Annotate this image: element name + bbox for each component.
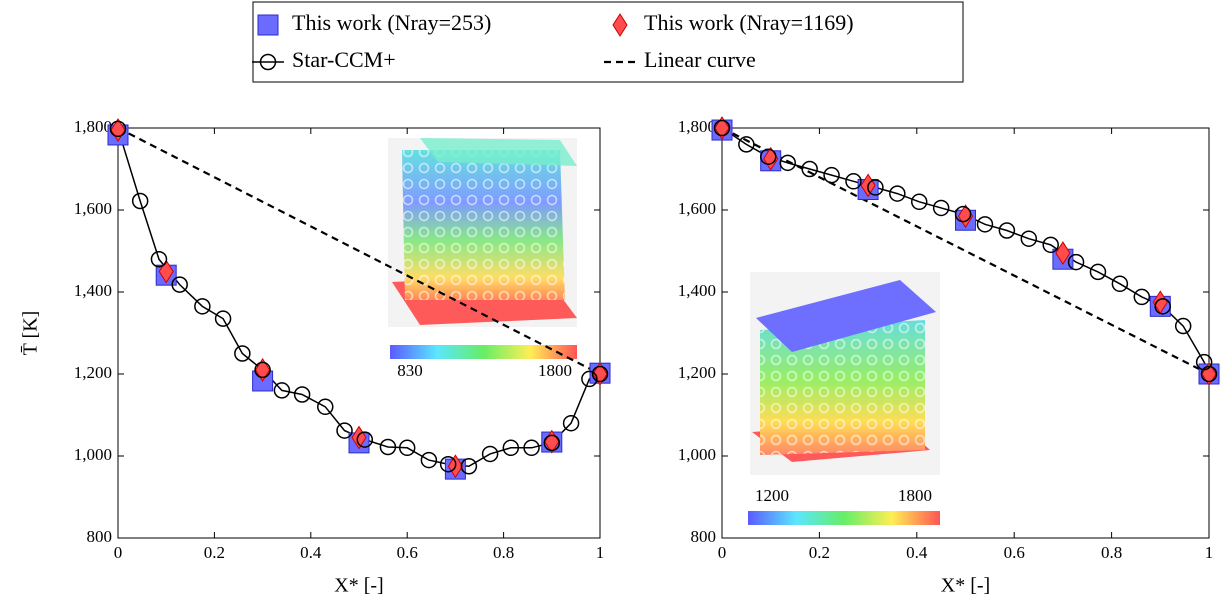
plot-frame — [721, 127, 1210, 539]
circle-marker — [1154, 298, 1171, 315]
y-tick-label: 1,400 — [678, 281, 716, 300]
x-tick-label: 0.2 — [204, 543, 225, 562]
circle-marker — [1020, 230, 1038, 247]
circle-marker — [336, 422, 353, 439]
circle-marker — [398, 439, 416, 457]
x-tick-label: 0.4 — [906, 543, 928, 562]
x-axis-label: X* [-] — [941, 575, 990, 597]
diamond-marker — [1055, 241, 1071, 265]
y-tick-label: 800 — [87, 527, 113, 546]
x-tick-label: 1 — [1205, 543, 1214, 562]
circle-marker — [543, 434, 561, 452]
circle-marker — [234, 345, 251, 362]
plot-frame — [117, 127, 601, 539]
circle-marker — [823, 166, 840, 184]
circle-marker — [1133, 288, 1151, 306]
circle-marker — [779, 154, 796, 172]
diamond-marker — [612, 13, 628, 37]
x-tick-label: 0.4 — [300, 543, 322, 562]
legend-label: Linear curve — [644, 47, 756, 72]
x-axis-label: X* [-] — [334, 575, 383, 597]
circle-marker — [171, 276, 188, 293]
circle-marker — [379, 438, 397, 456]
dashed-line — [721, 127, 1210, 375]
x-tick-label: 0.8 — [493, 543, 514, 562]
colorbar-label: 1800 — [538, 361, 572, 380]
inset-left — [388, 138, 577, 359]
y-axis-label: T̄ [K] — [20, 311, 42, 356]
circle-marker — [460, 458, 478, 475]
legend-label: This work (Nray=1169) — [644, 10, 854, 35]
circle-marker — [254, 361, 271, 379]
legend — [252, 1, 964, 83]
square-marker — [257, 14, 279, 36]
x-tick-label: 0 — [114, 543, 123, 562]
y-tick-label: 1,600 — [678, 199, 716, 218]
y-tick-label: 1,000 — [678, 445, 716, 464]
circle-marker — [738, 136, 755, 153]
x-tick-label: 0.8 — [1101, 543, 1122, 562]
circle-marker — [1111, 275, 1129, 293]
circle-marker — [801, 160, 818, 178]
circle-marker — [845, 173, 862, 190]
y-tick-label: 1,600 — [74, 199, 112, 218]
circle-marker — [1200, 365, 1218, 383]
circle-marker — [910, 193, 928, 211]
circle-marker — [932, 199, 950, 217]
x-tick-label: 0.6 — [397, 543, 418, 562]
circle-marker — [867, 179, 884, 196]
circle-marker — [420, 451, 438, 469]
circle-marker — [273, 382, 291, 399]
circle-marker — [481, 445, 499, 463]
circle-marker — [581, 370, 598, 388]
legend-label: Star-CCM+ — [292, 47, 396, 72]
y-tick-label: 1,800 — [678, 117, 716, 136]
inset-right — [748, 272, 940, 525]
diamond-marker — [714, 116, 730, 140]
circle-marker — [562, 414, 580, 432]
circle-marker — [194, 298, 211, 315]
circle-marker — [1089, 263, 1107, 281]
circle-marker — [889, 185, 906, 202]
circle-marker — [523, 439, 540, 457]
legend-label: This work (Nray=253) — [292, 10, 491, 35]
colorbar-label: 1200 — [755, 486, 789, 505]
y-tick-label: 1,200 — [678, 363, 716, 382]
circle-marker — [150, 250, 168, 268]
circle-marker — [259, 53, 277, 71]
y-tick-label: 1,000 — [74, 445, 112, 464]
circle-marker — [317, 398, 334, 416]
circle-marker — [293, 386, 311, 403]
dashed-line — [117, 127, 601, 375]
circle-marker — [1195, 353, 1213, 371]
y-tick-label: 800 — [691, 527, 717, 546]
circle-marker — [1067, 253, 1085, 271]
y-tick-label: 1,800 — [74, 117, 112, 136]
circle-marker — [356, 431, 374, 448]
diamond-marker — [255, 357, 271, 382]
y-tick-label: 1,400 — [74, 281, 112, 300]
circle-marker — [976, 216, 994, 233]
x-tick-label: 0.2 — [809, 543, 830, 562]
circle-marker — [998, 222, 1016, 239]
circle-marker — [109, 120, 127, 138]
circle-marker — [713, 119, 731, 137]
y-tick-label: 1,200 — [74, 363, 112, 382]
circle-marker — [1042, 236, 1059, 254]
colorbar-label: 830 — [397, 361, 423, 380]
x-tick-label: 0.6 — [1004, 543, 1025, 562]
circle-marker — [439, 455, 457, 473]
x-tick-label: 1 — [596, 543, 605, 562]
circle-marker — [1174, 317, 1192, 335]
colorbar-label: 1800 — [898, 486, 932, 505]
circle-marker — [954, 205, 972, 223]
circle-marker — [760, 148, 777, 165]
circle-marker — [591, 365, 609, 383]
circle-marker — [131, 192, 149, 210]
circle-marker — [502, 439, 520, 457]
x-tick-label: 0 — [718, 543, 727, 562]
circle-marker — [214, 310, 232, 327]
